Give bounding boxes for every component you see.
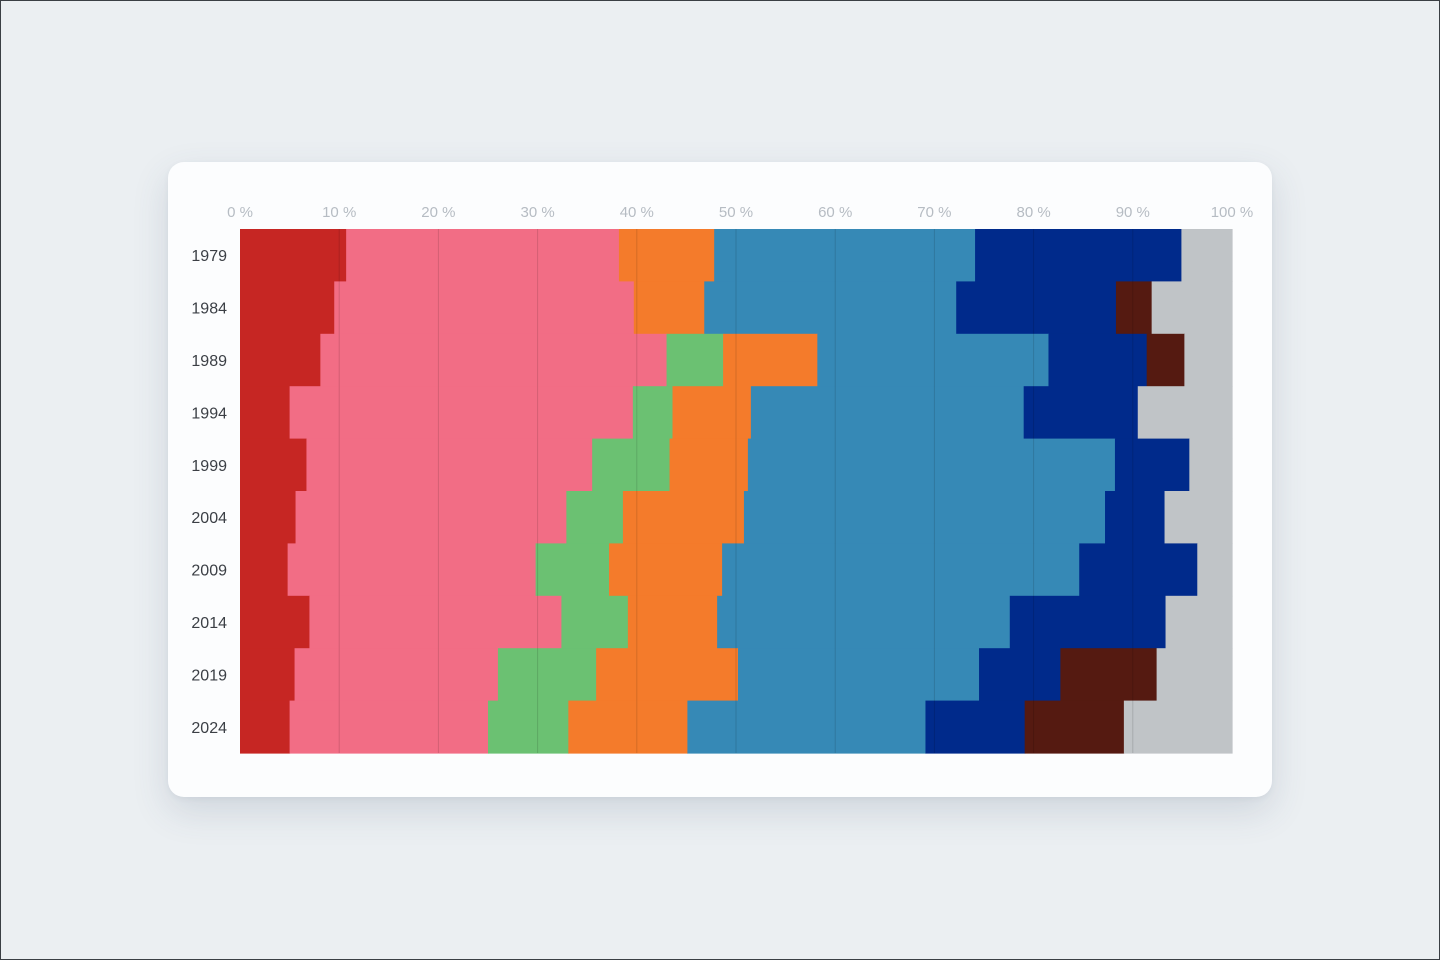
bar-segment-2004-8	[1164, 491, 1233, 544]
bar-segment-1994-6	[1023, 386, 1139, 440]
bar-segment-2014-3	[561, 595, 629, 649]
x-tick-label-6: 60 %	[818, 204, 852, 221]
bar-segment-2009-6	[1079, 543, 1198, 597]
bar-segment-2019-1	[240, 648, 296, 702]
bar-segment-1979-5	[714, 229, 976, 282]
chart-card: 0 % 10 % 20 % 30 % 40 % 50 % 60 % 70 % 80 % 90 % 1…	[168, 162, 1272, 797]
bar-segment-1999-2	[306, 438, 593, 492]
x-tick-label-3: 30 %	[520, 204, 554, 221]
bar-segment-2004-4	[622, 491, 745, 544]
bar-segment-2009-1	[240, 543, 289, 597]
bar-segment-2009-4	[609, 543, 723, 597]
category-label-2004: 2004	[191, 510, 227, 527]
category-label-2019: 2019	[191, 667, 227, 684]
x-tick-label-9: 90 %	[1116, 204, 1150, 221]
bar-segment-1984-7	[1115, 281, 1153, 335]
bar-segment-1979-4	[618, 229, 715, 282]
category-label-2009: 2009	[191, 563, 227, 580]
category-label-2014: 2014	[191, 615, 227, 632]
bar-segment-2019-8	[1156, 648, 1233, 702]
x-tick-label-5: 50 %	[719, 204, 753, 221]
bar-segment-2019-5	[737, 648, 980, 702]
bar-segment-2024-7	[1024, 700, 1125, 754]
bar-segment-1999-5	[747, 438, 1116, 492]
x-tick-label-1: 10 %	[322, 204, 356, 221]
bar-segment-2014-4	[627, 595, 718, 649]
bar-segment-1994-3	[632, 386, 674, 440]
bar-segment-2004-6	[1105, 491, 1166, 544]
bar-segment-1979-8	[1181, 229, 1233, 282]
bar-segment-1999-3	[592, 438, 671, 492]
bar-segment-1999-6	[1114, 438, 1190, 492]
bar-segment-1999-4	[669, 438, 749, 492]
bar-segment-2009-2	[287, 543, 537, 597]
bar-segment-2004-1	[240, 491, 297, 544]
bar-segment-2024-4	[568, 700, 688, 754]
bar-segment-1999-8	[1189, 438, 1233, 492]
x-tick-label-7: 70 %	[917, 204, 951, 221]
bar-segment-2009-8	[1197, 543, 1233, 597]
stacked-bar-chart: 0 % 10 % 20 % 30 % 40 % 50 % 60 % 70 % 80 % 90 % 1…	[191, 204, 1253, 754]
bar-segment-2004-5	[743, 491, 1106, 544]
bar-segment-1994-2	[289, 386, 634, 440]
bar-segment-1994-5	[750, 386, 1025, 440]
bar-segment-2024-2	[289, 700, 489, 754]
bar-segment-2014-6	[1009, 595, 1167, 649]
bar-segment-2004-3	[566, 491, 624, 544]
x-tick-label-0: 0 %	[227, 204, 253, 221]
bar-segment-2014-2	[309, 595, 563, 649]
category-label-1994: 1994	[191, 405, 227, 422]
bar-segment-1994-8	[1137, 386, 1233, 440]
category-label-2024: 2024	[191, 720, 227, 737]
bar-segment-2019-7	[1060, 648, 1158, 702]
bar-segment-1989-6	[1048, 333, 1148, 387]
bar-segment-2014-8	[1165, 595, 1233, 649]
bar-segment-1979-1	[240, 229, 347, 282]
bar-segment-2014-1	[240, 595, 311, 649]
x-tick-label-8: 80 %	[1016, 204, 1050, 221]
bar-segment-2019-6	[979, 648, 1061, 702]
bar-segment-2009-3	[535, 543, 610, 597]
bars-layer	[240, 229, 1233, 754]
bar-segment-2019-3	[497, 648, 597, 702]
bar-segment-1994-1	[240, 386, 291, 440]
category-label-1984: 1984	[191, 301, 227, 318]
bar-segment-2014-5	[717, 595, 1011, 649]
bar-segment-1989-2	[320, 333, 668, 387]
x-tick-label-4: 40 %	[620, 204, 654, 221]
category-label-1979: 1979	[191, 248, 227, 265]
bar-segment-1984-1	[240, 281, 335, 335]
bar-segment-2004-2	[295, 491, 567, 544]
bar-segment-1979-6	[975, 229, 1183, 282]
bar-segment-1984-4	[633, 281, 705, 335]
bar-segment-1989-7	[1146, 333, 1185, 387]
bar-segment-2024-6	[925, 700, 1026, 754]
gridlines-layer	[338, 229, 1134, 753]
bar-segment-1979-2	[346, 229, 620, 282]
bar-segment-1984-5	[704, 281, 957, 335]
bar-segment-1994-4	[672, 386, 752, 440]
category-label-1999: 1999	[191, 458, 227, 475]
bar-segment-2019-2	[294, 648, 499, 702]
bar-segment-1989-1	[240, 333, 321, 387]
category-label-1989: 1989	[191, 353, 227, 370]
category-labels: 1979 1984 1989 1994 1999 2004 2009 2014 2019 2024	[191, 248, 227, 737]
bar-segment-2024-8	[1123, 700, 1233, 754]
bar-segment-1989-3	[666, 333, 724, 387]
bar-segment-1984-6	[956, 281, 1117, 335]
bar-segment-2009-5	[722, 543, 1080, 597]
bar-segment-1989-5	[817, 333, 1050, 387]
x-tick-label-10: 100 %	[1211, 204, 1254, 221]
bar-segment-2024-3	[488, 700, 569, 754]
bar-segment-1989-8	[1184, 333, 1233, 387]
bar-segment-2019-4	[596, 648, 739, 702]
bar-segment-2024-5	[687, 700, 927, 754]
x-tick-label-2: 20 %	[421, 204, 455, 221]
bar-segment-2024-1	[240, 700, 291, 754]
bar-segment-1984-2	[334, 281, 635, 335]
bar-segment-1984-8	[1151, 281, 1233, 335]
bar-segment-1999-1	[240, 438, 308, 492]
bar-segment-1989-4	[723, 333, 818, 387]
x-tick-labels: 0 % 10 % 20 % 30 % 40 % 50 % 60 % 70 % 80 % 90 % 1…	[227, 204, 1253, 221]
